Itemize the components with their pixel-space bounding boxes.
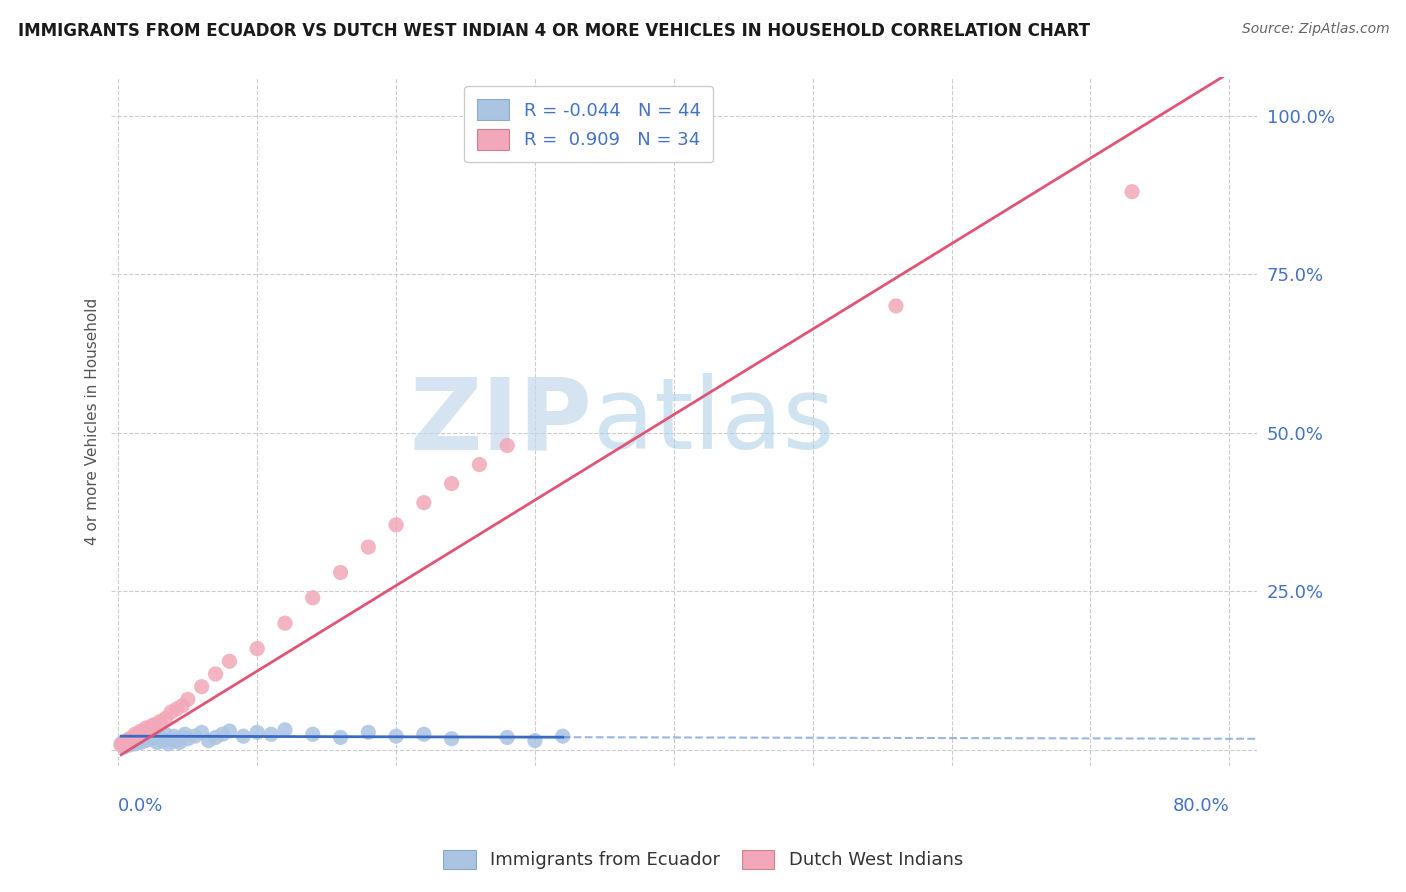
Point [157,737,180,751]
Point [197,733,219,747]
Point [169,735,191,749]
Point [551,729,574,743]
Point [118,731,141,746]
Text: Source: ZipAtlas.com: Source: ZipAtlas.com [1241,22,1389,37]
Point [127,731,149,746]
Point [301,591,323,605]
Point [110,737,132,751]
Point [246,641,269,656]
Point [357,725,380,739]
Point [274,616,297,631]
Point [274,723,297,737]
Point [232,729,254,743]
Text: ZIP: ZIP [409,373,592,470]
Point [174,727,197,741]
Point [329,731,352,745]
Point [440,476,463,491]
Point [177,731,200,746]
Point [112,739,135,754]
Point [166,733,188,747]
Point [152,733,174,747]
Point [124,727,146,741]
Point [112,735,135,749]
Text: 80.0%: 80.0% [1173,797,1229,814]
Point [329,566,352,580]
Point [246,725,269,739]
Point [412,495,434,509]
Point [143,718,166,732]
Point [260,727,283,741]
Legend: R = -0.044   N = 44, R =  0.909   N = 34: R = -0.044 N = 44, R = 0.909 N = 34 [464,87,713,162]
Point [172,698,194,713]
Text: IMMIGRANTS FROM ECUADOR VS DUTCH WEST INDIAN 4 OR MORE VEHICLES IN HOUSEHOLD COR: IMMIGRANTS FROM ECUADOR VS DUTCH WEST IN… [18,22,1090,40]
Point [166,702,188,716]
Point [135,721,157,735]
Point [118,738,141,752]
Point [412,727,434,741]
Point [160,731,183,746]
Point [141,719,163,733]
Point [357,540,380,554]
Point [183,729,205,743]
Point [141,731,163,746]
Y-axis label: 4 or more Vehicles in Household: 4 or more Vehicles in Household [86,298,100,545]
Point [143,727,166,741]
Point [301,727,323,741]
Point [440,731,463,746]
Point [138,729,160,743]
Point [121,733,143,747]
Point [149,731,172,745]
Legend: Immigrants from Ecuador, Dutch West Indians: Immigrants from Ecuador, Dutch West Indi… [434,841,972,879]
Point [496,438,519,452]
Point [218,724,240,739]
Point [155,727,177,741]
Text: atlas: atlas [592,373,834,470]
Point [204,731,226,745]
Point [218,654,240,668]
Point [110,738,132,752]
Text: 0.0%: 0.0% [118,797,163,814]
Point [385,517,408,532]
Point [523,733,546,747]
Point [884,299,907,313]
Point [138,723,160,737]
Point [211,727,233,741]
Point [132,725,155,739]
Point [1121,185,1143,199]
Point [149,714,172,729]
Point [132,731,155,745]
Point [129,724,152,739]
Point [124,737,146,751]
Point [146,735,169,749]
Point [496,731,519,745]
Point [163,729,186,743]
Point [121,731,143,745]
Point [204,667,226,681]
Point [115,735,138,749]
Point [155,711,177,725]
Point [468,458,491,472]
Point [160,705,183,719]
Point [135,733,157,747]
Point [190,680,212,694]
Point [177,692,200,706]
Point [115,733,138,747]
Point [190,725,212,739]
Point [385,729,408,743]
Point [172,731,194,745]
Point [129,735,152,749]
Point [127,729,149,743]
